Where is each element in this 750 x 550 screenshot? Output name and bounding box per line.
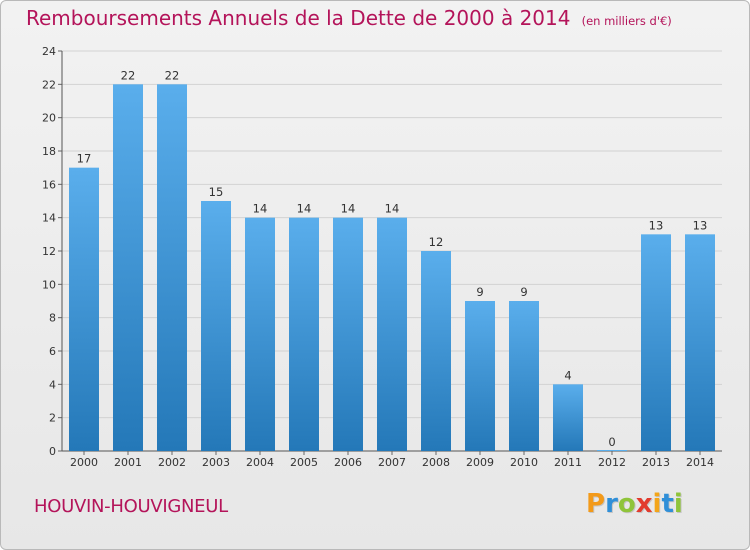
chart-subtitle: (en milliers d'€) [581,14,672,28]
logo-letter: P [586,489,606,519]
bar [245,217,275,451]
bar-value-label: 12 [429,235,444,249]
bar-value-label: 14 [341,202,356,216]
proxiti-logo[interactable]: Proxiti [586,489,683,519]
bar [201,201,231,451]
bar-value-label: 22 [165,68,180,82]
x-tick-label: 2013 [642,456,670,469]
y-tick-label: 2 [49,412,56,425]
bar-value-label: 17 [77,152,92,166]
bar [597,450,627,451]
y-tick-label: 22 [42,78,56,91]
x-tick-label: 2003 [202,456,230,469]
bar [465,301,495,451]
bar-value-label: 4 [564,368,571,382]
y-tick-label: 16 [42,178,56,191]
x-tick-label: 2008 [422,456,450,469]
x-tick-label: 2012 [598,456,626,469]
bar [333,217,363,451]
x-tick-label: 2000 [70,456,98,469]
bar [69,167,99,451]
bar-value-label: 14 [385,202,400,216]
y-tick-label: 12 [42,245,56,258]
commune-name: HOUVIN-HOUVIGNEUL [34,496,228,517]
x-tick-label: 2010 [510,456,538,469]
bar-value-label: 22 [121,68,136,82]
x-tick-label: 2002 [158,456,186,469]
x-tick-label: 2007 [378,456,406,469]
y-tick-label: 20 [42,112,56,125]
logo-letter: x [635,489,653,519]
y-tick-label: 24 [42,45,56,58]
bar-value-label: 9 [520,285,527,299]
bar [641,234,671,451]
y-tick-label: 6 [49,345,56,358]
bar-value-label: 15 [209,185,224,199]
x-tick-label: 2006 [334,456,362,469]
y-tick-label: 14 [42,212,56,225]
bar-value-label: 9 [476,285,483,299]
bar-value-label: 13 [693,218,708,232]
bar [157,84,187,451]
bar-value-label: 14 [297,202,312,216]
bar-value-label: 0 [608,435,615,449]
y-tick-label: 18 [42,145,56,158]
logo-letter: r [605,489,618,519]
bar [421,251,451,451]
chart-title-row: Remboursements Annuels de la Dette de 20… [26,6,726,36]
bar [289,217,319,451]
logo-letter: o [617,489,636,519]
x-tick-label: 2014 [686,456,714,469]
y-tick-label: 4 [49,378,56,391]
logo-letter: t [661,489,674,519]
bar [553,384,583,451]
logo-letter: i [652,489,662,519]
bar [377,217,407,451]
chart-title: Remboursements Annuels de la Dette de 20… [26,6,571,30]
x-tick-label: 2005 [290,456,318,469]
x-tick-label: 2011 [554,456,582,469]
logo-letter: i [673,489,683,519]
x-tick-label: 2001 [114,456,142,469]
y-tick-label: 10 [42,278,56,291]
bar [113,84,143,451]
bar [685,234,715,451]
y-tick-label: 8 [49,312,56,325]
x-tick-label: 2009 [466,456,494,469]
x-tick-label: 2004 [246,456,274,469]
bar-value-label: 13 [649,218,664,232]
bar-value-label: 14 [253,202,268,216]
y-tick-label: 0 [49,445,56,458]
bar [509,301,539,451]
